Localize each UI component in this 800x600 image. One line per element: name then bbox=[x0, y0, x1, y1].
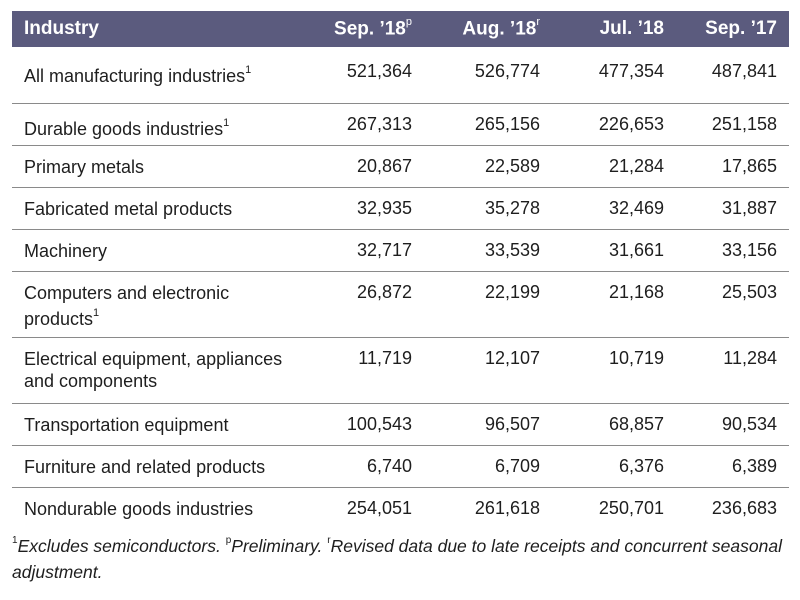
value-cell: 251,158 bbox=[676, 103, 789, 146]
table-row: Computers and electronic products1 26,87… bbox=[12, 271, 789, 338]
value-cell: 11,284 bbox=[676, 337, 789, 404]
footnote-mark-1: 1 bbox=[12, 535, 18, 546]
revised-mark: r bbox=[536, 15, 540, 28]
value-cell: 33,156 bbox=[676, 229, 789, 272]
value-cell: 22,589 bbox=[424, 145, 552, 188]
value-cell: 261,618 bbox=[474, 497, 540, 518]
preliminary-mark: p bbox=[405, 15, 412, 28]
industry-cell: Primary metals bbox=[12, 145, 302, 188]
value-cell: 21,284 bbox=[552, 145, 676, 188]
industry-cell: Durable goods industries1 bbox=[12, 103, 302, 146]
value-cell: 22,199 bbox=[424, 271, 552, 338]
table-row: Electrical equipment, appliances and com… bbox=[12, 337, 789, 404]
industry-cell: Furniture and related products bbox=[12, 445, 302, 488]
value-cell: 11,719 bbox=[302, 337, 424, 404]
value-cell: 521,364 bbox=[302, 47, 424, 104]
value-cell: 32,935 bbox=[302, 187, 424, 230]
value-cell: 6,389 bbox=[676, 445, 789, 488]
footnote-text-2: Preliminary. bbox=[231, 535, 328, 556]
header-sep-18: Sep. ’18p bbox=[302, 11, 424, 47]
table-row: All manufacturing industries1 521,364 52… bbox=[12, 47, 789, 104]
value-cell: 100,543 bbox=[302, 403, 424, 446]
footnote-mark-p: p bbox=[225, 535, 232, 546]
value-cell: 265,156 bbox=[424, 103, 552, 146]
industry-cell: Computers and electronic products1 bbox=[12, 271, 302, 338]
value-cell: 26,872 bbox=[302, 271, 424, 338]
industry-cell: All manufacturing industries1 bbox=[12, 47, 302, 104]
industry-cell: Transportation equipment bbox=[12, 403, 302, 446]
value-cell: 487,841 bbox=[676, 47, 789, 104]
value-cell: 267,313 bbox=[302, 103, 424, 146]
footnote-mark: 1 bbox=[245, 64, 252, 76]
value-cell: 526,774 bbox=[424, 47, 552, 104]
value-cell: 254,051 bbox=[346, 497, 412, 518]
value-cell: 32,469 bbox=[552, 187, 676, 230]
value-cell: 17,865 bbox=[676, 145, 789, 188]
value-cell: 31,661 bbox=[552, 229, 676, 272]
table-row: Durable goods industries1 267,313 265,15… bbox=[12, 103, 789, 146]
value-cell: 68,857 bbox=[552, 403, 676, 446]
table-header-row: Industry Sep. ’18p Aug. ’18r Jul. ’18 Se… bbox=[12, 11, 789, 47]
industry-cell: Machinery bbox=[12, 229, 302, 272]
value-cell: 12,107 bbox=[424, 337, 552, 404]
table-row: Machinery 32,717 33,539 31,661 33,156 bbox=[12, 229, 789, 272]
value-cell: 31,887 bbox=[676, 187, 789, 230]
value-cell: 33,539 bbox=[424, 229, 552, 272]
table-row: Furniture and related products 6,740 6,7… bbox=[12, 445, 789, 488]
value-cell: 226,653 bbox=[552, 103, 676, 146]
industry-cell: Electrical equipment, appliances and com… bbox=[12, 337, 302, 404]
value-cell: 6,709 bbox=[424, 445, 552, 488]
footnote-mark-r: r bbox=[327, 535, 331, 546]
header-jul-18: Jul. ’18 bbox=[552, 11, 676, 47]
value-cell: 96,507 bbox=[424, 403, 552, 446]
industry-cell: Fabricated metal products bbox=[12, 187, 302, 230]
table-row: Nondurable goods industries 254,051 261,… bbox=[12, 487, 789, 529]
value-cell: 236,683 bbox=[711, 497, 777, 518]
header-aug-18: Aug. ’18r bbox=[424, 11, 552, 47]
footnote-text-3: Revised data due to late receipts and co… bbox=[12, 535, 782, 582]
shipments-table-container: Industry Sep. ’18p Aug. ’18r Jul. ’18 Se… bbox=[12, 11, 789, 529]
table-row: Primary metals 20,867 22,589 21,284 17,8… bbox=[12, 145, 789, 188]
value-cell: 6,740 bbox=[302, 445, 424, 488]
shipments-table: Industry Sep. ’18p Aug. ’18r Jul. ’18 Se… bbox=[12, 11, 789, 529]
industry-cell: Nondurable goods industries bbox=[24, 498, 254, 519]
footnote-text-1: Excludes semiconductors. bbox=[17, 535, 226, 556]
value-cell: 32,717 bbox=[302, 229, 424, 272]
table-row: Transportation equipment 100,543 96,507 … bbox=[12, 403, 789, 446]
header-sep-17: Sep. ’17 bbox=[676, 11, 789, 47]
value-cell: 6,376 bbox=[552, 445, 676, 488]
value-cell: 20,867 bbox=[302, 145, 424, 188]
value-cell: 477,354 bbox=[552, 47, 676, 104]
table-footnote: 1Excludes semiconductors. pPreliminary. … bbox=[12, 530, 792, 585]
value-cell: 25,503 bbox=[676, 271, 789, 338]
value-cell: 21,168 bbox=[552, 271, 676, 338]
footnote-mark: 1 bbox=[223, 116, 230, 129]
footnote-mark: 1 bbox=[93, 306, 100, 319]
value-cell: 35,278 bbox=[424, 187, 552, 230]
header-industry: Industry bbox=[12, 11, 302, 47]
table-row: Fabricated metal products 32,935 35,278 … bbox=[12, 187, 789, 230]
value-cell: 90,534 bbox=[676, 403, 789, 446]
value-cell: 250,701 bbox=[598, 497, 664, 518]
value-cell: 10,719 bbox=[552, 337, 676, 404]
